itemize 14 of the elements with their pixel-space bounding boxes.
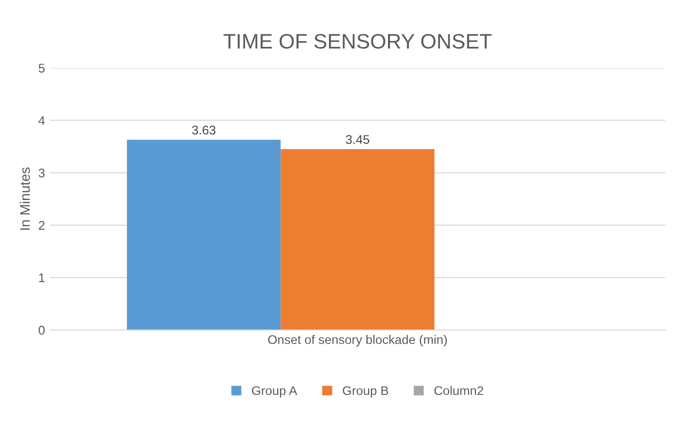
y-tick-label: 5 — [38, 64, 45, 73]
legend-label: Column2 — [434, 386, 484, 396]
y-tick-label: 1 — [39, 274, 45, 282]
legend-label: Group B — [342, 386, 388, 398]
legend-label: Group A — [252, 386, 298, 398]
data-label: 3.45 — [346, 135, 370, 144]
x-tick-label: Onset of sensory blockade (min) — [268, 334, 447, 347]
y-tick-label: 0 — [38, 326, 45, 335]
y-tick-label: 3 — [38, 168, 45, 178]
y-tick-label: 4 — [38, 116, 45, 125]
y-axis-title: In Minutes — [20, 167, 30, 230]
y-tick-label: 2 — [38, 220, 45, 230]
data-label: 3.63 — [192, 126, 216, 134]
chart-title: TIME OF SENSORY ONSET — [224, 34, 492, 49]
